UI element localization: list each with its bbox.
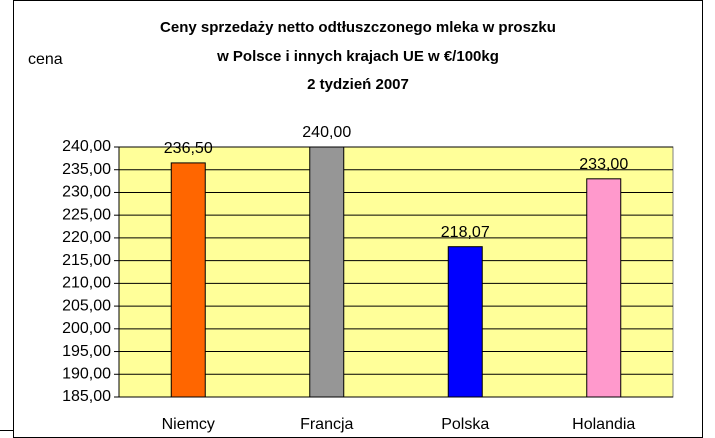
y-tick-label: 205,00 [62,297,111,314]
data-label: 236,50 [164,140,213,157]
y-tick-label: 200,00 [62,320,111,337]
x-tick-label: Holandia [572,416,635,433]
y-tick-label: 235,00 [62,161,111,178]
chart-title: 2 tydzień 2007 [307,76,409,93]
y-tick-label: 215,00 [62,252,111,269]
plot-area [118,146,674,398]
x-tick-label: Polska [441,416,489,433]
y-tick-label: 225,00 [62,206,111,223]
y-tick-label: 190,00 [62,365,111,382]
bar [447,246,483,398]
y-tick-label: 185,00 [62,388,111,405]
bar [309,146,345,398]
chart-title: w Polsce i innych krajach UE w €/100kg [216,48,499,65]
y-tick-label: 230,00 [62,184,111,201]
x-tick-label: Niemcy [162,416,215,433]
data-label: 233,00 [579,156,628,173]
bar [586,178,622,398]
bar [170,162,206,398]
y-tick-label: 210,00 [62,275,111,292]
x-tick-label: Francja [300,416,353,433]
data-label: 218,07 [441,224,490,241]
chart-title: Ceny sprzedaży netto odtłuszczonego mlek… [160,19,556,36]
y-axis-label: cena [28,51,63,68]
y-tick-label: 195,00 [62,343,111,360]
y-tick-label: 240,00 [62,138,111,155]
y-tick-label: 220,00 [62,229,111,246]
data-label: 240,00 [302,124,351,141]
